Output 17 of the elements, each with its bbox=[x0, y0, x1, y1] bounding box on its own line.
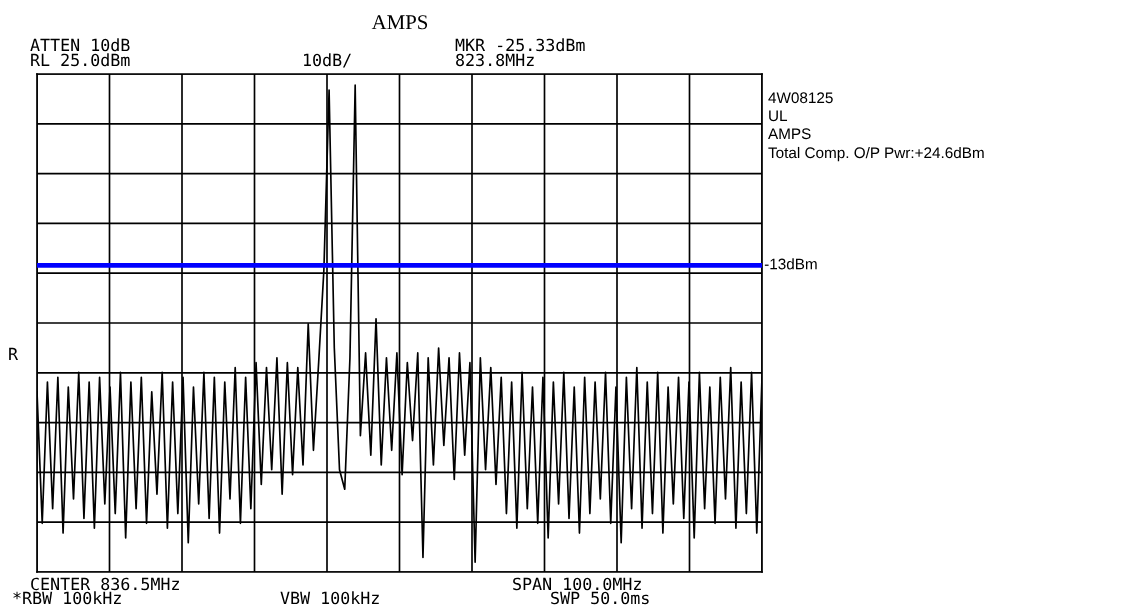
text: SWP 50.0ms bbox=[551, 591, 649, 605]
text: *RBW 100kHz bbox=[13, 591, 121, 605]
text: VBW 100kHz bbox=[280, 591, 379, 605]
chart-title: AMPS bbox=[371, 15, 428, 30]
text: R bbox=[9, 347, 19, 360]
text: MKR -25.33dBm bbox=[455, 38, 585, 52]
text: UL bbox=[769, 110, 788, 122]
text: 10dB/ bbox=[304, 53, 351, 68]
text: AMPS bbox=[768, 128, 811, 140]
text: SPAN 100.0MHz bbox=[513, 577, 641, 591]
ref-line-label: -13dBm bbox=[764, 258, 817, 270]
text: CENTER 836.5MHz bbox=[31, 577, 179, 591]
text: Total Comp. O/P Pwr:+24.6dBm bbox=[768, 146, 984, 162]
text: ATTEN 10dB bbox=[30, 38, 130, 52]
text: 4W08125 bbox=[768, 92, 833, 104]
text: RL 25.0dBm bbox=[31, 53, 130, 67]
text: 823.8MHz bbox=[456, 53, 534, 67]
